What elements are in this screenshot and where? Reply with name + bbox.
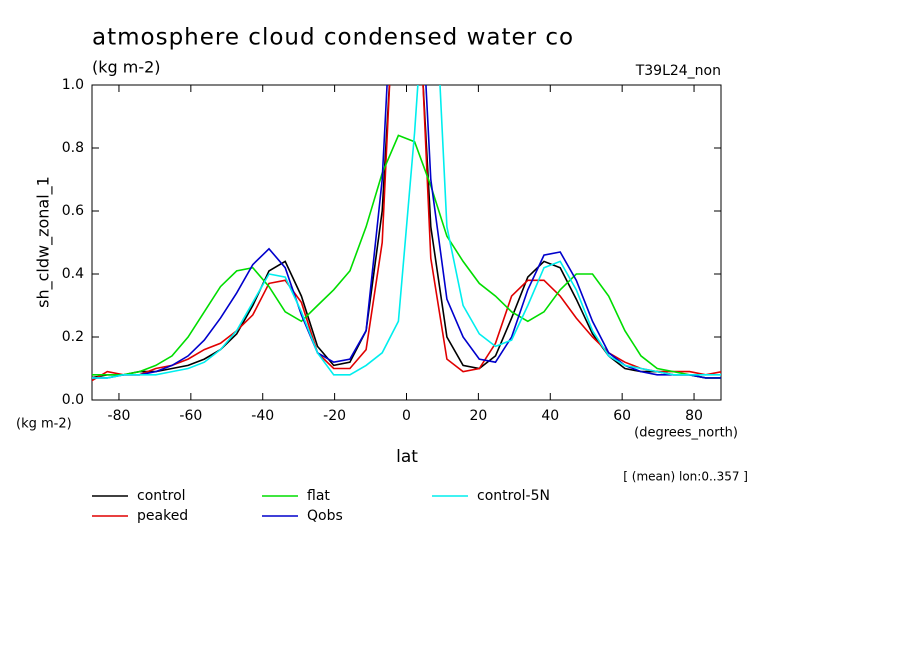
run-label: T39L24_non [635, 63, 721, 79]
plot-frame [91, 84, 722, 401]
y-tick-label: 1.0 [62, 77, 84, 93]
x-units: (degrees_north) [634, 426, 738, 441]
note: [ (mean) lon:0..357 ] [623, 470, 748, 484]
plot-lines [92, 85, 721, 382]
y-tick-label: 0.8 [62, 140, 84, 156]
x-tick-label: -20 [323, 408, 346, 424]
series-line [92, 85, 721, 382]
y-tick-label: 0.4 [62, 266, 84, 282]
x-tick-label: 0 [402, 408, 411, 424]
legend-label: control-5N [477, 488, 550, 504]
x-tick-label: 20 [469, 408, 487, 424]
series-line [92, 134, 721, 379]
y-axis-label: sh_cldw_zonal_1 [34, 176, 54, 308]
x-tick-label: 60 [613, 408, 631, 424]
x-tick-label: -60 [179, 408, 202, 424]
x-tick-label: -40 [251, 408, 274, 424]
x-tick-label: 80 [685, 408, 703, 424]
x-tick-label: 40 [541, 408, 559, 424]
chart-title: atmosphere cloud condensed water co [92, 25, 574, 51]
x-tick-label: -80 [108, 408, 131, 424]
y-tick-label: 0.0 [62, 392, 84, 408]
y-tick-label: 0.2 [62, 329, 84, 345]
legend-label: peaked [137, 508, 188, 524]
legend-label: control [137, 488, 186, 504]
series-line [92, 85, 721, 379]
y-units: (kg m-2) [16, 417, 72, 432]
legend-label: Qobs [307, 508, 343, 524]
legend-label: flat [307, 488, 330, 504]
x-axis-label: lat [396, 447, 418, 467]
y-tick-label: 0.6 [62, 203, 84, 219]
series-line [92, 85, 721, 379]
chart-subtitle: (kg m-2) [92, 58, 161, 77]
series-line [92, 85, 721, 379]
